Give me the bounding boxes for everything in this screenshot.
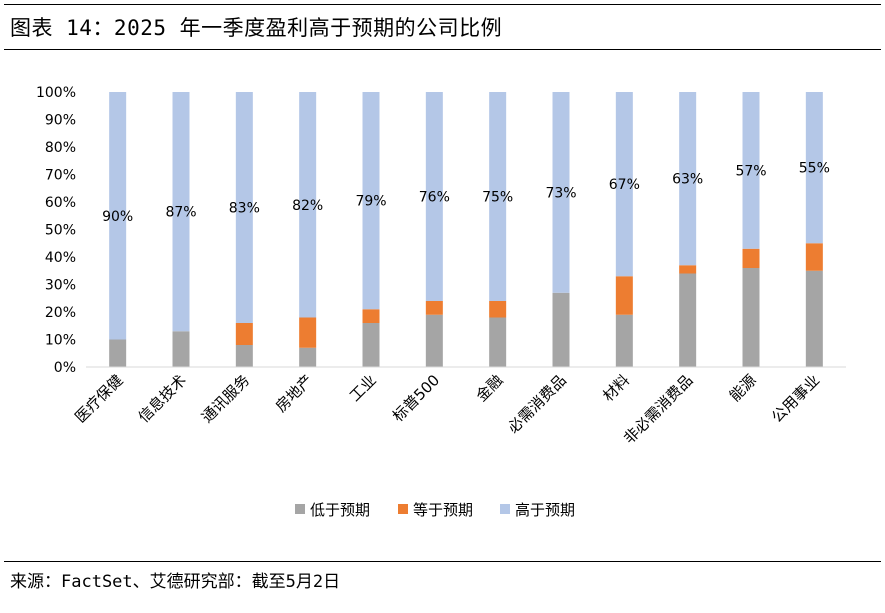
y-tick-label: 90% xyxy=(45,113,76,129)
legend-label: 等于预期 xyxy=(413,501,473,519)
data-label: 82% xyxy=(292,198,323,214)
data-label: 87% xyxy=(165,205,196,221)
y-tick-label: 70% xyxy=(45,168,76,184)
legend-label: 高于预期 xyxy=(515,501,575,519)
bar-segment-3-11 xyxy=(742,92,760,249)
x-tick-label: 通讯服务 xyxy=(198,371,253,426)
bar-segment-2-10 xyxy=(679,265,697,274)
bar-segment-1-2 xyxy=(172,331,190,367)
bar-segment-3-10 xyxy=(679,92,697,266)
bar-segment-1-3 xyxy=(235,345,253,367)
data-label: 67% xyxy=(609,177,640,193)
legend-swatch-1 xyxy=(295,504,305,514)
x-tick-label: 公用事业 xyxy=(768,371,823,426)
x-axis: 医疗保健 信息技术 通讯服务 房地产 工业 标普500 金融必需消费品 材料非必需消费品 能源公… xyxy=(71,366,846,447)
bar-segment-3-3 xyxy=(235,92,253,323)
y-tick-label: 10% xyxy=(45,333,76,349)
bar-segment-1-10 xyxy=(679,273,697,367)
bar-segment-1-9 xyxy=(615,314,633,367)
data-label: 79% xyxy=(355,194,386,210)
bar-segment-1-1 xyxy=(109,339,127,367)
data-label: 73% xyxy=(545,185,576,201)
bar-segment-3-12 xyxy=(805,92,823,244)
bar-segment-2-6 xyxy=(425,301,443,315)
bar-segment-2-11 xyxy=(742,248,760,268)
legend-swatch-2 xyxy=(398,504,408,514)
y-tick-label: 0% xyxy=(54,360,76,376)
figure-title: 图表 14：2025 年一季度盈利高于预期的公司比例 xyxy=(10,16,503,40)
x-tick-label: 金融 xyxy=(473,371,507,405)
bar-segment-2-7 xyxy=(489,301,507,318)
bar-segment-3-1 xyxy=(109,92,127,340)
bar-segment-3-6 xyxy=(425,92,443,301)
bar-segment-2-9 xyxy=(615,276,633,315)
y-tick-label: 60% xyxy=(45,195,76,211)
bar-segment-2-5 xyxy=(362,309,380,323)
bar-segment-3-7 xyxy=(489,92,507,301)
bar-segment-3-5 xyxy=(362,92,380,310)
y-axis: 0% 10% 20% 30% 40% 50% 60% 70% 80% 90% 100% xyxy=(36,85,76,376)
bar-segment-3-9 xyxy=(615,92,633,277)
y-tick-label: 40% xyxy=(45,250,76,266)
data-label: 63% xyxy=(672,172,703,188)
top-rule xyxy=(4,4,881,5)
data-label: 90% xyxy=(102,209,133,225)
x-tick-label: 医疗保健 xyxy=(71,371,126,426)
x-tick-label: 信息技术 xyxy=(135,371,190,426)
y-tick-label: 80% xyxy=(45,140,76,156)
bar-segment-2-12 xyxy=(805,243,823,271)
data-label: 57% xyxy=(735,163,766,179)
x-tick-label: 工业 xyxy=(346,371,380,405)
y-tick-label: 100% xyxy=(36,85,76,101)
bar-segment-1-8 xyxy=(552,292,570,367)
y-tick-label: 50% xyxy=(45,223,76,239)
bar-segment-1-11 xyxy=(742,268,760,367)
bar-segment-3-2 xyxy=(172,92,190,332)
data-labels: 90% 87% 83% 82% 79% 76% 75% 73% 67% 63% 57% 55% xyxy=(102,161,830,225)
bar-segment-2-3 xyxy=(235,323,253,345)
title-divider xyxy=(4,49,881,50)
legend: 低于预期 等于预期 高于预期 xyxy=(295,501,575,519)
x-tick-label: 标普500 xyxy=(389,371,443,425)
bar-segment-1-12 xyxy=(805,270,823,367)
bar-segment-3-8 xyxy=(552,92,570,293)
bar-segment-2-4 xyxy=(299,317,317,348)
bar-segment-1-7 xyxy=(489,317,507,367)
bar-segment-1-6 xyxy=(425,314,443,367)
data-label: 83% xyxy=(229,201,260,217)
y-tick-label: 30% xyxy=(45,278,76,294)
bar-segment-3-4 xyxy=(299,92,317,318)
x-tick-label: 房地产 xyxy=(272,371,317,416)
x-tick-label: 必需消费品 xyxy=(504,371,570,437)
data-label: 55% xyxy=(799,161,830,177)
source-note: 来源：FactSet、艾德研究部：截至5月2日 xyxy=(10,572,341,592)
data-label: 75% xyxy=(482,190,513,206)
stacked-bar-chart: 0% 10% 20% 30% 40% 50% 60% 70% 80% 90% 100% 90% 87%… xyxy=(36,85,846,519)
bar-segment-1-5 xyxy=(362,323,380,367)
y-tick-label: 20% xyxy=(45,305,76,321)
legend-label: 低于预期 xyxy=(310,501,370,519)
data-label: 76% xyxy=(419,190,450,206)
bars xyxy=(109,92,823,367)
x-tick-label: 材料 xyxy=(599,371,633,405)
bar-segment-1-4 xyxy=(299,347,317,367)
bottom-rule xyxy=(4,561,881,562)
legend-swatch-3 xyxy=(500,504,510,514)
x-tick-label: 能源 xyxy=(726,371,760,405)
